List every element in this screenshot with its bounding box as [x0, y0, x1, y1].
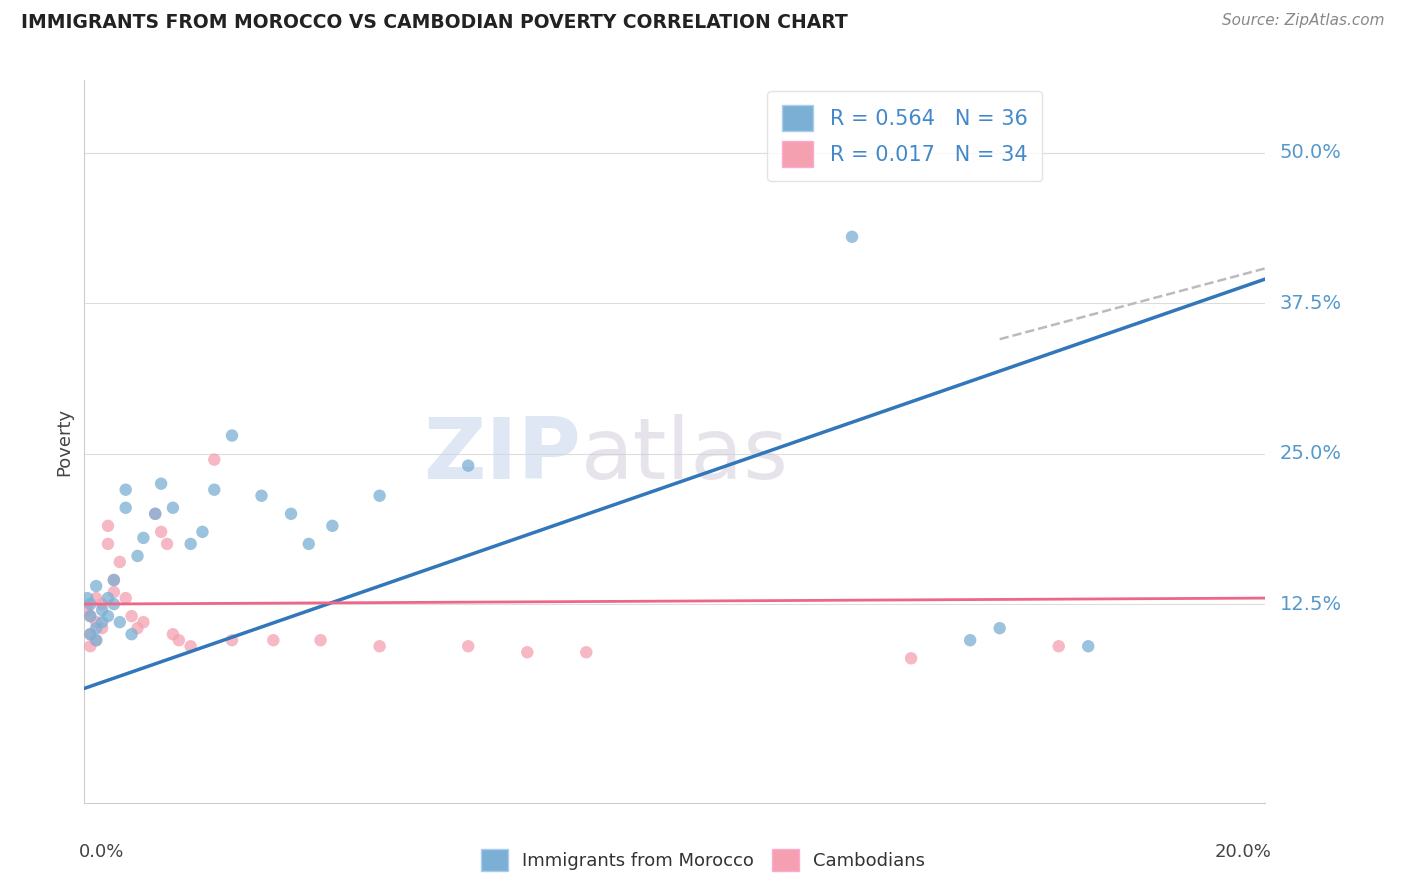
- Point: [91, 603, 114, 617]
- Legend: R = 0.564   N = 36, R = 0.017   N = 34: R = 0.564 N = 36, R = 0.017 N = 34: [768, 91, 1042, 181]
- Point: [103, 573, 125, 587]
- Point: [202, 452, 225, 467]
- Point: [97, 609, 120, 624]
- Text: IMMIGRANTS FROM MOROCCO VS CAMBODIAN POVERTY CORRELATION CHART: IMMIGRANTS FROM MOROCCO VS CAMBODIAN POV…: [21, 13, 848, 32]
- Point: [221, 633, 243, 648]
- Point: [121, 609, 143, 624]
- Point: [76, 603, 98, 617]
- Point: [127, 621, 149, 635]
- Point: [900, 651, 922, 665]
- Text: 20.0%: 20.0%: [1215, 843, 1271, 861]
- Point: [167, 633, 190, 648]
- Point: [76, 591, 98, 606]
- Point: [127, 549, 149, 563]
- Point: [91, 615, 114, 630]
- Point: [143, 507, 166, 521]
- Point: [84, 633, 107, 648]
- Point: [91, 621, 114, 635]
- Point: [84, 579, 107, 593]
- Point: [156, 537, 179, 551]
- Text: atlas: atlas: [581, 415, 789, 498]
- Point: [368, 489, 391, 503]
- Point: [162, 500, 184, 515]
- Point: [79, 639, 101, 653]
- Point: [298, 537, 321, 551]
- Point: [132, 531, 155, 545]
- Legend: Immigrants from Morocco, Cambodians: Immigrants from Morocco, Cambodians: [474, 842, 932, 879]
- Point: [180, 537, 202, 551]
- Point: [108, 555, 131, 569]
- Point: [180, 639, 202, 653]
- Y-axis label: Poverty: Poverty: [55, 408, 73, 475]
- Point: [150, 524, 173, 539]
- Point: [114, 591, 136, 606]
- Point: [1047, 639, 1070, 653]
- Point: [959, 633, 981, 648]
- Point: [457, 458, 479, 473]
- Point: [108, 615, 131, 630]
- Point: [97, 519, 120, 533]
- Point: [79, 597, 101, 611]
- Text: 37.5%: 37.5%: [1279, 293, 1341, 312]
- Point: [103, 597, 125, 611]
- Point: [309, 633, 332, 648]
- Text: 25.0%: 25.0%: [1279, 444, 1341, 463]
- Point: [988, 621, 1011, 635]
- Point: [516, 645, 538, 659]
- Point: [150, 476, 173, 491]
- Point: [1077, 639, 1099, 653]
- Point: [162, 627, 184, 641]
- Text: 12.5%: 12.5%: [1279, 595, 1341, 614]
- Point: [114, 500, 136, 515]
- Point: [79, 609, 101, 624]
- Point: [121, 627, 143, 641]
- Point: [250, 489, 273, 503]
- Point: [262, 633, 284, 648]
- Point: [79, 627, 101, 641]
- Point: [97, 591, 120, 606]
- Point: [280, 507, 302, 521]
- Point: [84, 621, 107, 635]
- Point: [84, 615, 107, 630]
- Text: ZIP: ZIP: [423, 415, 581, 498]
- Point: [103, 585, 125, 599]
- Point: [91, 597, 114, 611]
- Point: [84, 633, 107, 648]
- Point: [132, 615, 155, 630]
- Point: [191, 524, 214, 539]
- Point: [457, 639, 479, 653]
- Point: [575, 645, 598, 659]
- Point: [79, 627, 101, 641]
- Point: [103, 573, 125, 587]
- Point: [321, 519, 343, 533]
- Text: 0.0%: 0.0%: [79, 843, 124, 861]
- Point: [114, 483, 136, 497]
- Point: [143, 507, 166, 521]
- Point: [84, 591, 107, 606]
- Point: [368, 639, 391, 653]
- Text: Source: ZipAtlas.com: Source: ZipAtlas.com: [1222, 13, 1385, 29]
- Point: [79, 609, 101, 624]
- Point: [202, 483, 225, 497]
- Point: [97, 537, 120, 551]
- Point: [841, 230, 863, 244]
- Point: [221, 428, 243, 442]
- Text: 50.0%: 50.0%: [1279, 143, 1341, 162]
